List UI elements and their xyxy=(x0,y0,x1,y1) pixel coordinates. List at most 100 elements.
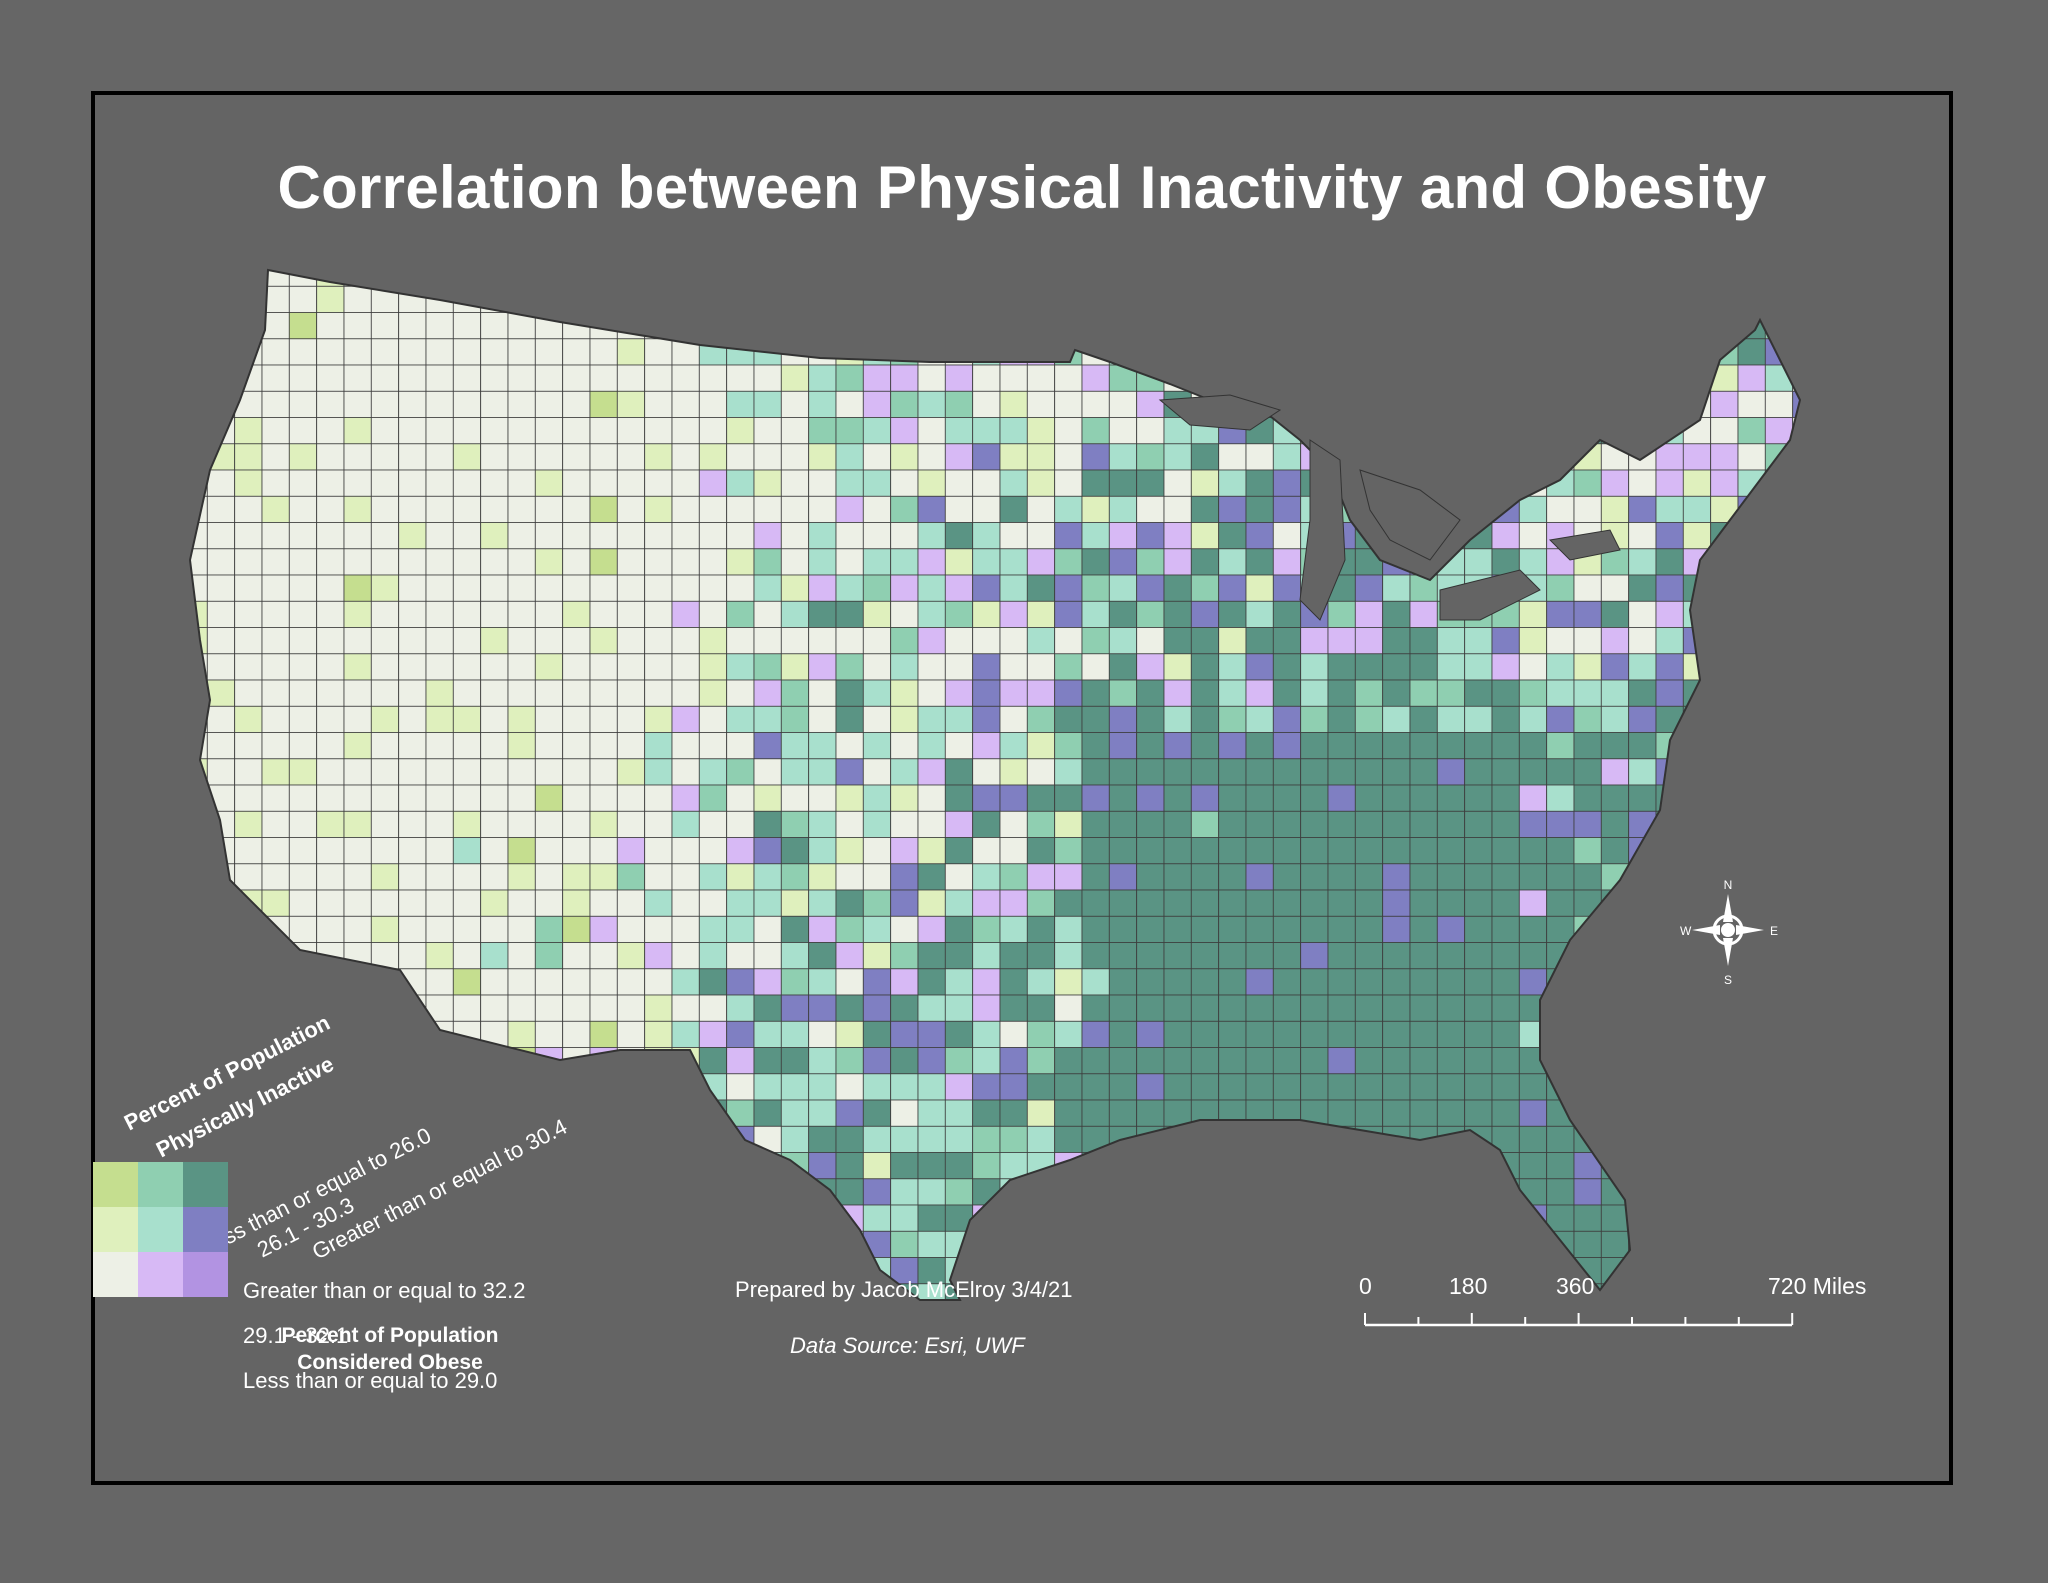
county xyxy=(507,732,536,760)
county xyxy=(1600,1047,1630,1075)
county xyxy=(190,627,208,655)
county xyxy=(1054,994,1083,1022)
county xyxy=(234,994,263,1022)
county xyxy=(1464,1020,1493,1048)
county xyxy=(1764,810,1794,838)
county xyxy=(1573,364,1602,392)
county xyxy=(753,522,782,550)
county xyxy=(1464,942,1493,970)
county xyxy=(835,705,864,733)
county xyxy=(370,732,399,760)
county xyxy=(753,1073,782,1101)
county xyxy=(1464,1047,1493,1075)
county xyxy=(1436,784,1466,812)
county xyxy=(452,784,481,812)
county xyxy=(507,417,536,445)
county xyxy=(534,338,563,366)
us-outline xyxy=(188,268,1802,1301)
county xyxy=(1190,784,1220,812)
county xyxy=(1546,994,1575,1022)
county xyxy=(370,1099,399,1127)
county xyxy=(835,1125,864,1154)
county xyxy=(1354,837,1384,865)
county xyxy=(343,679,372,707)
county xyxy=(1245,443,1274,471)
county xyxy=(808,968,837,996)
county xyxy=(316,915,345,943)
county xyxy=(1327,784,1356,812)
county xyxy=(562,443,591,471)
county xyxy=(726,1178,755,1206)
county xyxy=(1218,968,1247,996)
county xyxy=(1081,1047,1110,1075)
county xyxy=(1382,863,1411,891)
county xyxy=(862,968,891,996)
county xyxy=(562,417,591,445)
county xyxy=(1190,1047,1220,1075)
county xyxy=(343,285,372,313)
county xyxy=(1682,600,1712,628)
county xyxy=(726,1047,755,1075)
county xyxy=(480,758,509,786)
county xyxy=(1272,1125,1302,1154)
county xyxy=(1190,574,1220,602)
county xyxy=(206,574,236,602)
county xyxy=(972,1047,1001,1075)
county xyxy=(1491,1073,1520,1101)
county xyxy=(1573,784,1602,812)
county xyxy=(398,495,427,523)
county xyxy=(1136,889,1165,917)
county xyxy=(698,338,727,366)
county xyxy=(1272,1099,1302,1127)
county xyxy=(1163,679,1192,707)
county xyxy=(190,994,208,1022)
county xyxy=(1382,679,1411,707)
county xyxy=(1218,1257,1247,1285)
county xyxy=(917,915,946,943)
county xyxy=(1163,889,1192,917)
county xyxy=(944,627,973,655)
county xyxy=(288,600,317,628)
county xyxy=(726,574,755,602)
county xyxy=(562,627,591,655)
county xyxy=(644,1178,673,1206)
county xyxy=(288,1099,317,1127)
county xyxy=(1218,1283,1247,1300)
county xyxy=(1737,994,1766,1022)
county xyxy=(1108,968,1138,996)
county xyxy=(999,653,1028,681)
county xyxy=(890,574,919,602)
county xyxy=(1272,653,1302,681)
county xyxy=(1354,417,1384,445)
county xyxy=(1409,679,1438,707)
county xyxy=(1737,390,1766,418)
county xyxy=(562,1257,591,1285)
county xyxy=(862,915,891,943)
county xyxy=(343,495,372,523)
county xyxy=(507,942,536,970)
county xyxy=(1409,1020,1438,1048)
county xyxy=(616,1020,645,1048)
county xyxy=(1409,627,1438,655)
county xyxy=(1300,1257,1329,1285)
county xyxy=(917,627,946,655)
county xyxy=(1518,1178,1548,1206)
county xyxy=(1436,364,1466,392)
county xyxy=(972,968,1001,996)
county xyxy=(862,889,891,917)
county xyxy=(890,600,919,628)
county xyxy=(1792,705,1800,733)
county xyxy=(1737,1020,1766,1048)
county xyxy=(1245,338,1274,366)
county xyxy=(562,915,591,943)
county xyxy=(480,495,509,523)
county xyxy=(1272,889,1302,917)
county xyxy=(1245,968,1274,996)
county xyxy=(808,653,837,681)
county xyxy=(234,574,263,602)
legend-cell xyxy=(183,1207,228,1252)
county xyxy=(1518,889,1548,917)
county xyxy=(671,653,700,681)
county xyxy=(972,495,1001,523)
county xyxy=(890,627,919,655)
